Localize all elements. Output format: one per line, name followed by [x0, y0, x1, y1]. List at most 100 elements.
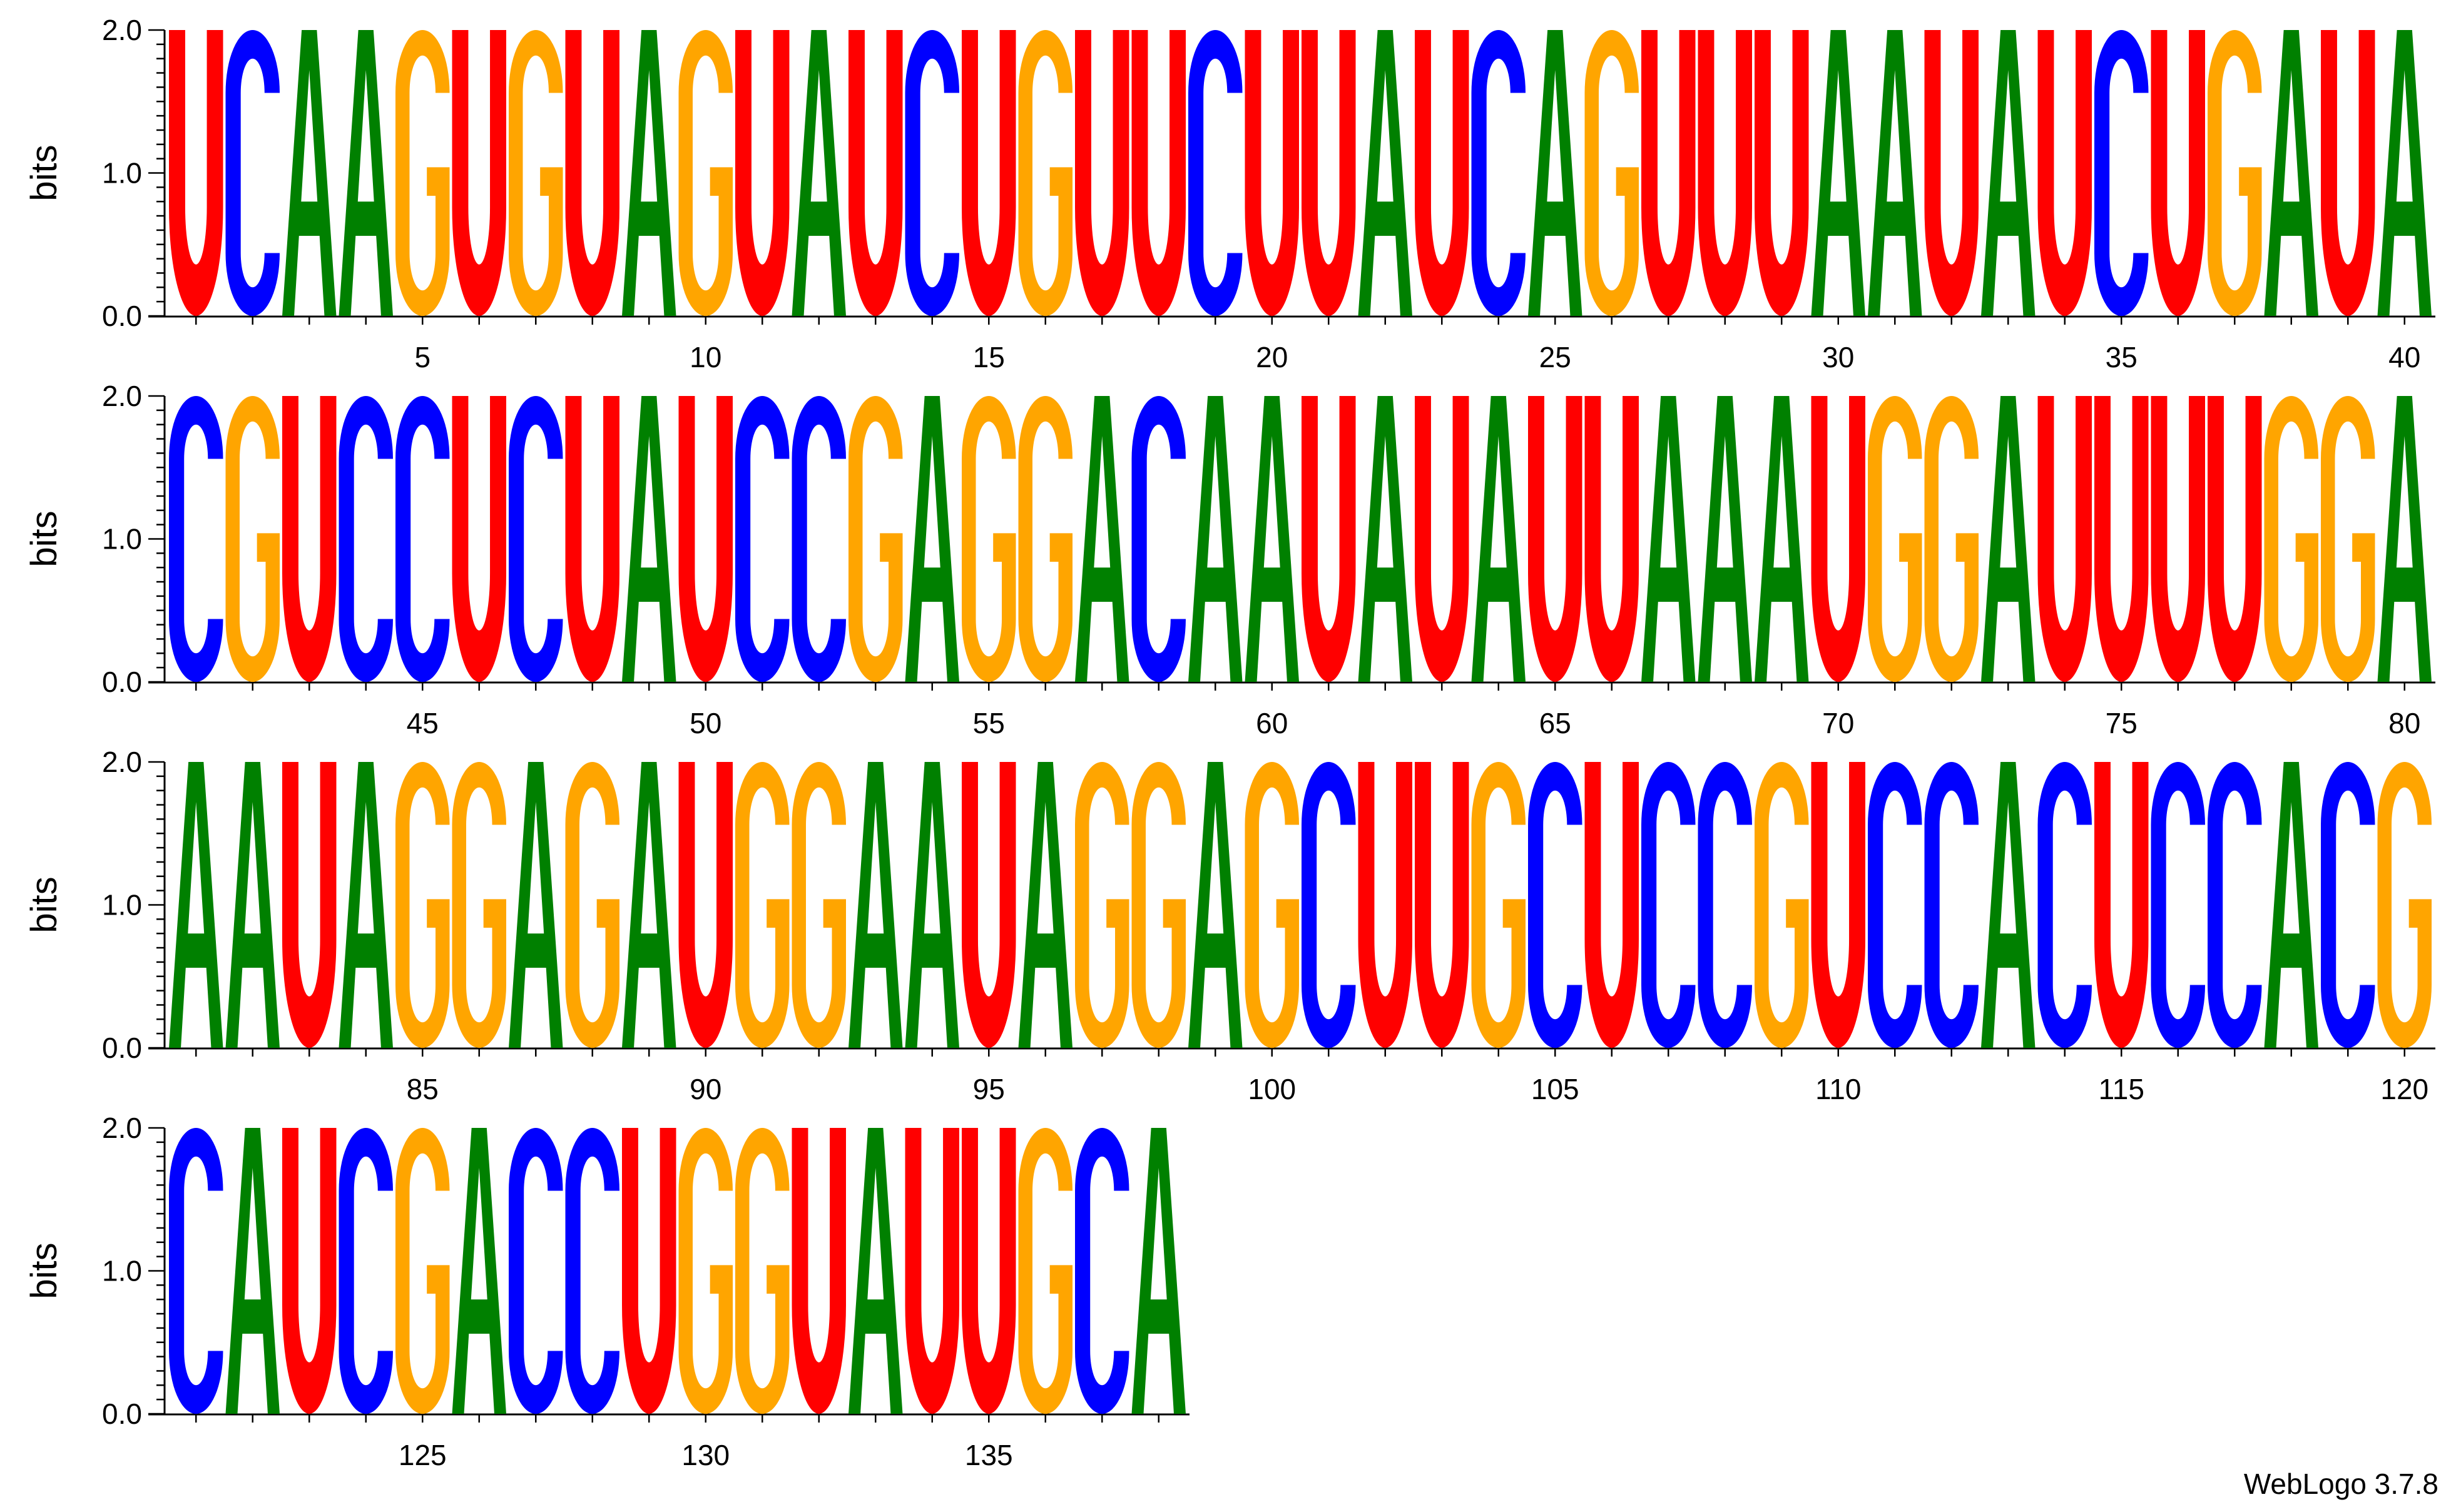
logo-letter-G: [1868, 396, 1922, 682]
x-tick-label: 115: [2099, 1073, 2144, 1105]
logo-letter-U: [2094, 396, 2149, 682]
x-tick-label: 20: [1256, 341, 1288, 373]
logo-letter-C: [169, 396, 223, 682]
logo-letter-U: [2037, 30, 2092, 317]
logo-letter-U: [1415, 30, 1469, 317]
logo-letter-A: [1245, 396, 1299, 682]
logo-letter-A: [282, 30, 337, 317]
logo-letter-A: [622, 30, 676, 317]
logo-row-2: 0.0 1.0 2.0 bits 45 50 55 60 65 70 75 80: [24, 380, 2435, 739]
logo-letter-U: [1415, 396, 1469, 682]
logo-letter-A: [1981, 30, 2036, 317]
logo-letter-C: [1188, 30, 1243, 317]
logo-letter-U: [452, 396, 506, 682]
logo-letter-A: [1358, 396, 1412, 682]
logo-letter-U: [1641, 30, 1696, 317]
logo-letter-A: [225, 762, 280, 1048]
logo-letter-A: [1471, 396, 1526, 682]
logo-letter-A: [339, 762, 393, 1048]
logo-letter-C: [509, 1128, 563, 1414]
logo-letter-G: [1018, 396, 1073, 682]
x-tick-label: 125: [399, 1439, 447, 1471]
logo-letter-A: [792, 30, 846, 317]
logo-letter-U: [1584, 396, 1639, 682]
logo-letter-G: [848, 396, 903, 682]
y-tick-label: 2.0: [102, 14, 142, 46]
logo-letter-A: [1131, 1128, 1186, 1414]
logo-letter-C: [2151, 762, 2205, 1048]
logo-letter-U: [1245, 30, 1299, 317]
x-tick-label: 50: [690, 707, 721, 739]
logo-letter-A: [509, 762, 563, 1048]
logo-letter-U: [169, 30, 223, 317]
logo-letter-C: [1131, 396, 1186, 682]
logo-letter-C: [905, 30, 959, 317]
logo-letter-U: [678, 762, 733, 1048]
x-tick-label: 65: [1539, 707, 1571, 739]
y-tick-label: 1.0: [102, 523, 142, 556]
logo-letter-C: [2208, 762, 2262, 1048]
logo-letter-G: [1245, 762, 1299, 1048]
logo-letter-U: [678, 396, 733, 682]
logo-letter-G: [735, 762, 790, 1048]
logo-letter-C: [339, 396, 393, 682]
y-tick-label: 0.0: [102, 1398, 142, 1430]
logo-row-3: 0.0 1.0 2.0 bits 85 90 95 100 105 110 115 120: [24, 746, 2435, 1105]
logo-letter-G: [1924, 396, 1979, 682]
y-axis-label: bits: [24, 876, 64, 933]
logo-row-4: 0.0 1.0 2.0 bits 125 130 135: [24, 1112, 1190, 1471]
x-tick-label: 90: [690, 1073, 721, 1105]
logo-letter-A: [622, 396, 676, 682]
logo-letter-A: [1698, 396, 1752, 682]
logo-letter-A: [225, 1128, 280, 1414]
logo-letter-C: [2321, 762, 2375, 1048]
logo-letter-A: [1981, 396, 2036, 682]
x-tick-label: 45: [407, 707, 439, 739]
logo-letter-U: [1755, 30, 1809, 317]
x-tick-label: 30: [1822, 341, 1854, 373]
logo-letter-A: [1188, 762, 1243, 1048]
logo-letter-U: [848, 30, 903, 317]
logo-letter-U: [1302, 396, 1356, 682]
logo-letter-G: [1471, 762, 1526, 1048]
logo-row-1: 0.0 1.0 2.0 bits 5 10 15 20 25 30 35 40: [24, 14, 2435, 373]
logo-letter-G: [735, 1128, 790, 1414]
logo-letter-G: [509, 30, 563, 317]
logo-letter-U: [282, 1128, 337, 1414]
logo-letter-A: [2264, 30, 2318, 317]
logo-letter-C: [1698, 762, 1752, 1048]
logo-letter-A: [622, 762, 676, 1048]
logo-letter-A: [2377, 30, 2432, 317]
logo-letter-G: [2264, 396, 2318, 682]
logo-letter-A: [452, 1128, 506, 1414]
logo-letter-C: [735, 396, 790, 682]
logo-letter-U: [1528, 396, 1582, 682]
logo-letter-A: [1755, 396, 1809, 682]
logo-letter-C: [339, 1128, 393, 1414]
logo-letter-U: [2151, 30, 2205, 317]
logo-letter-U: [792, 1128, 846, 1414]
logo-letter-A: [905, 762, 959, 1048]
logo-letter-U: [282, 396, 337, 682]
logo-letter-G: [1018, 1128, 1073, 1414]
logo-letter-C: [565, 1128, 619, 1414]
y-tick-label: 0.0: [102, 300, 142, 332]
y-tick-label: 1.0: [102, 1255, 142, 1287]
logo-letter-U: [1698, 30, 1752, 317]
y-tick-label: 2.0: [102, 746, 142, 778]
logo-letter-U: [1584, 762, 1639, 1048]
logo-letter-A: [1641, 396, 1696, 682]
logo-letter-G: [1755, 762, 1809, 1048]
logo-letter-G: [678, 30, 733, 317]
logo-letter-C: [1924, 762, 1979, 1048]
logo-letter-U: [2151, 396, 2205, 682]
logo-letter-G: [565, 762, 619, 1048]
logo-letter-A: [1868, 30, 1922, 317]
logo-letter-G: [1131, 762, 1186, 1048]
x-tick-label: 130: [681, 1439, 730, 1471]
x-tick-label: 110: [1815, 1073, 1861, 1105]
logo-letter-G: [2377, 762, 2432, 1048]
logo-letter-C: [2037, 762, 2092, 1048]
logo-letter-U: [1924, 30, 1979, 317]
